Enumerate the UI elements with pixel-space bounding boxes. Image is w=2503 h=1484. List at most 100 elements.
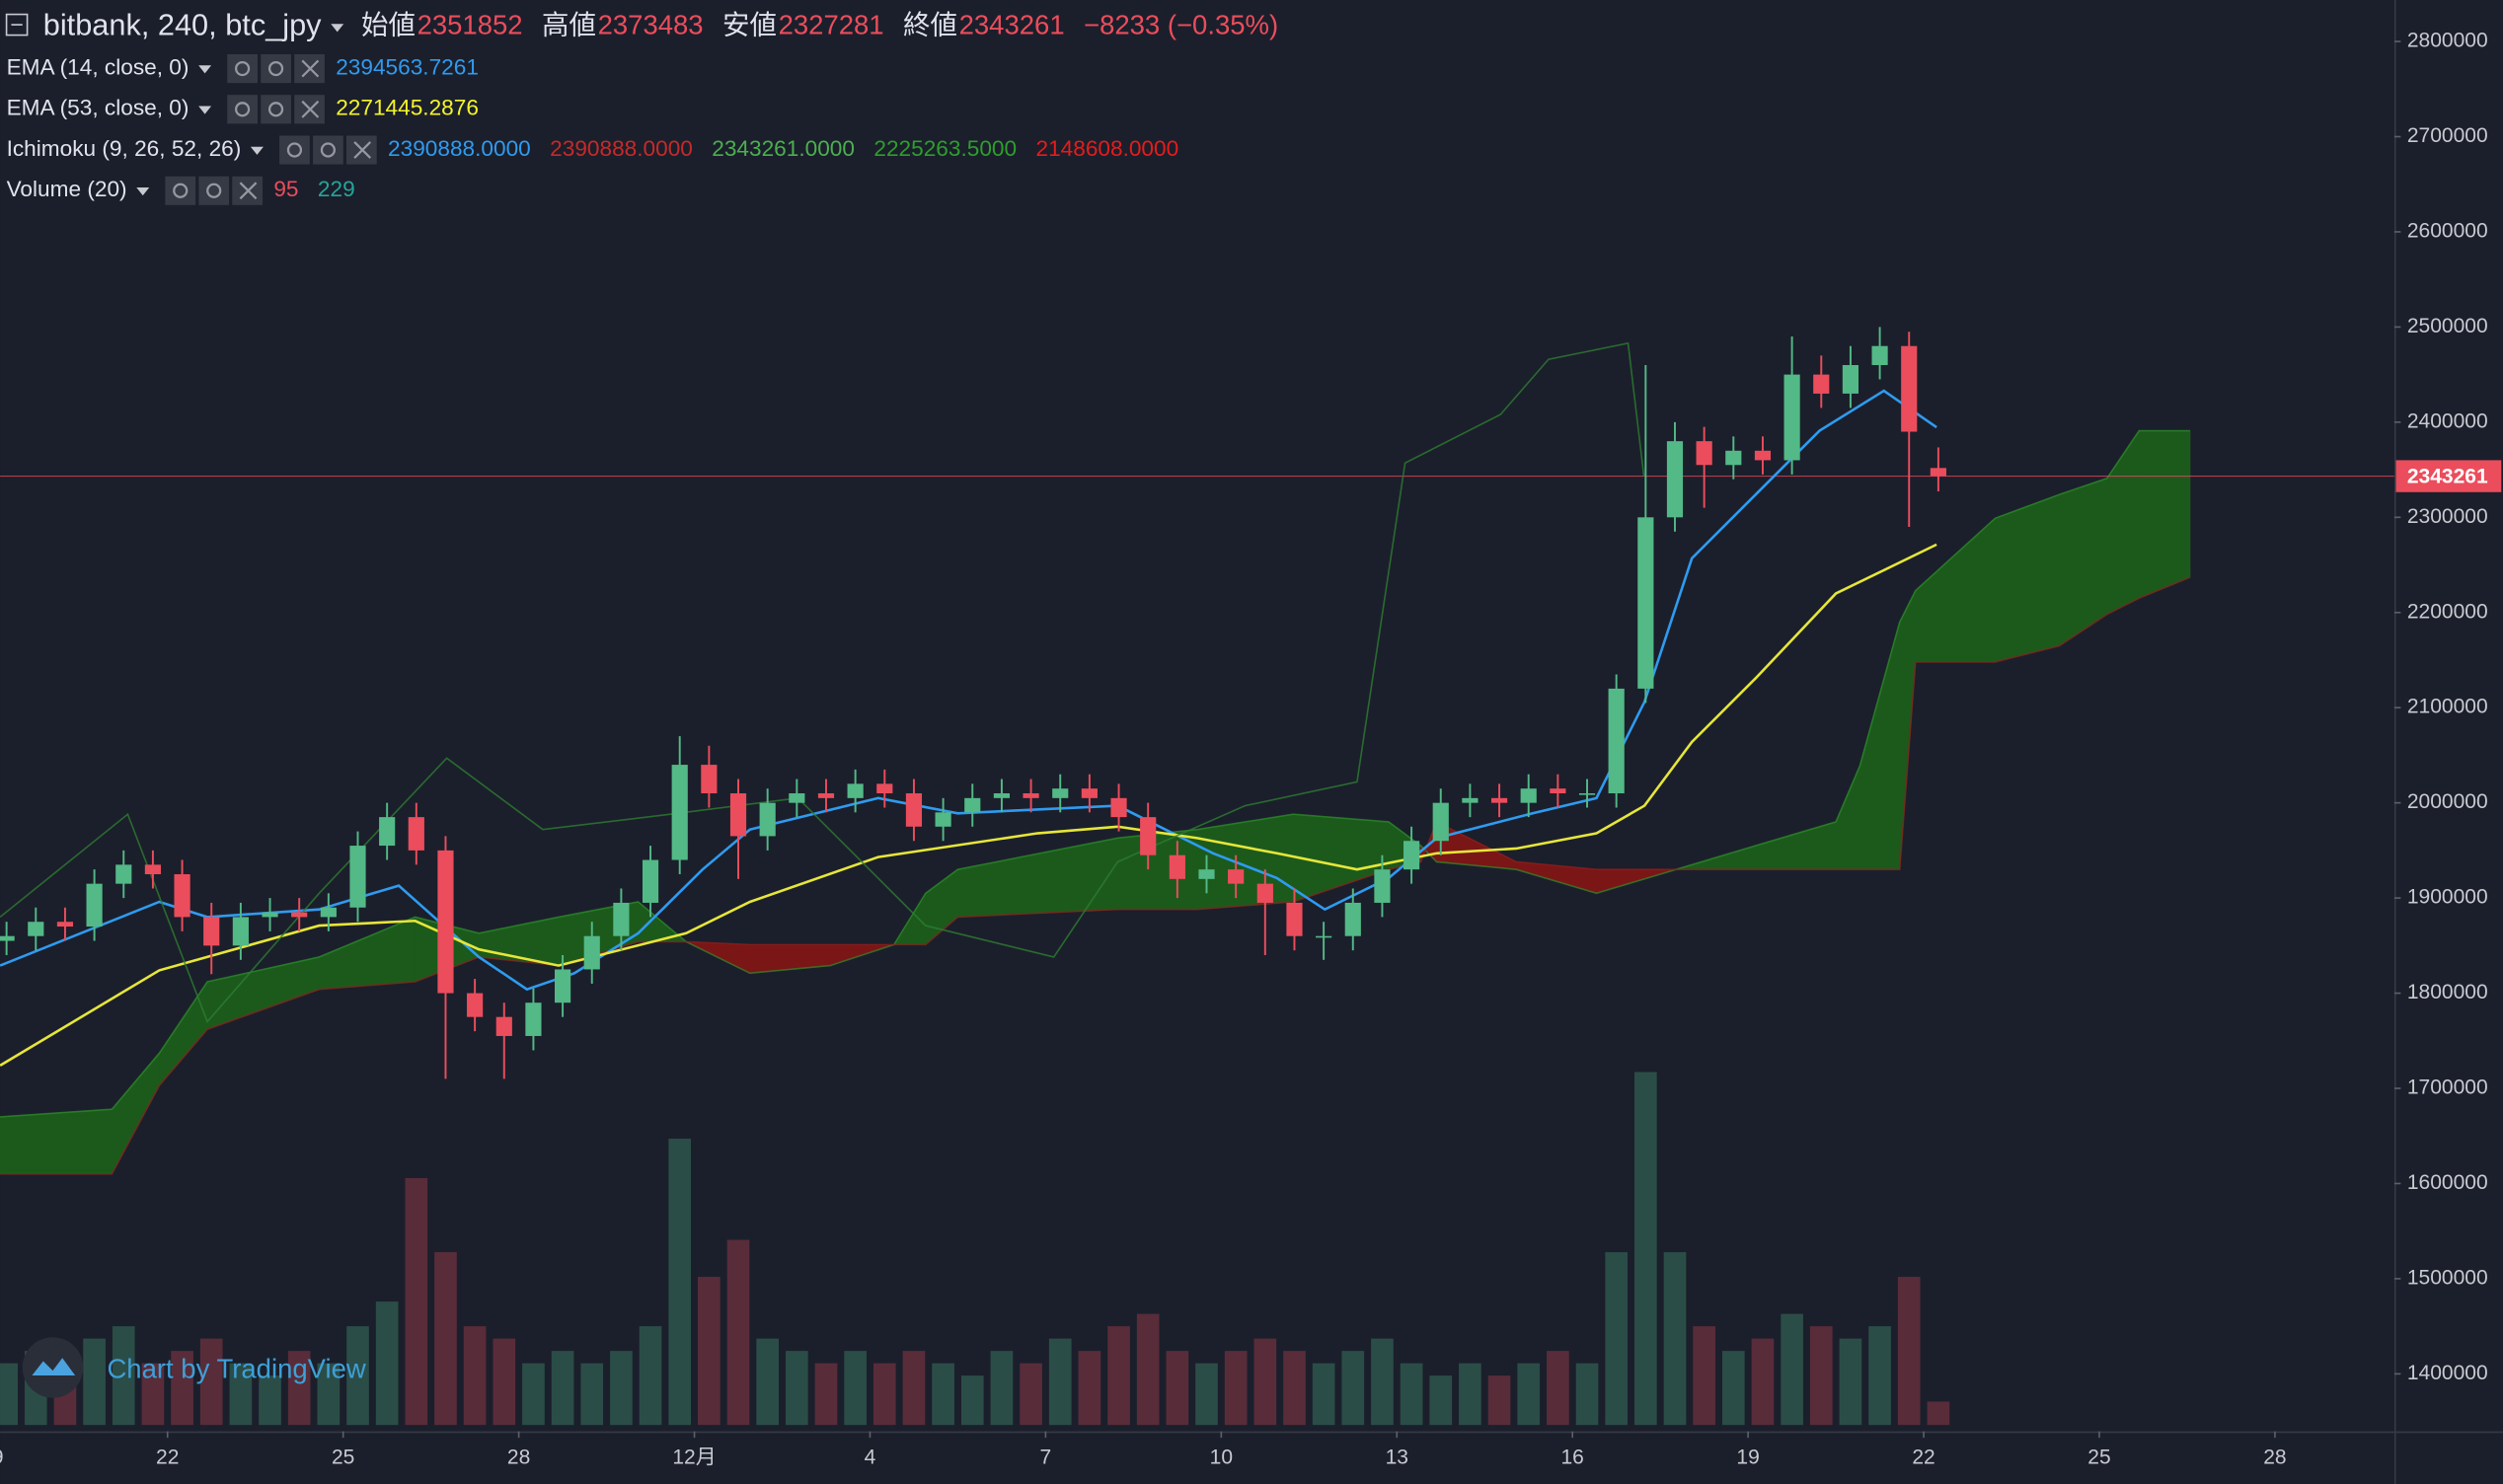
last-price-label: 2343261 xyxy=(2407,466,2488,488)
candle-body xyxy=(1666,441,1684,518)
candle-body xyxy=(993,793,1011,798)
volume-bar xyxy=(1371,1338,1394,1426)
volume-bar xyxy=(786,1351,808,1426)
candle-body xyxy=(437,850,454,994)
x-tick-label: 12月 xyxy=(672,1447,716,1469)
watermark-icon xyxy=(22,1337,84,1398)
dropdown-caret[interactable] xyxy=(250,146,264,155)
volume-bar xyxy=(726,1239,750,1426)
volume-bar xyxy=(405,1178,428,1426)
price-axis xyxy=(2393,0,2503,1484)
volume-bar xyxy=(1078,1351,1101,1426)
candle-body xyxy=(1637,517,1654,689)
x-tick-label: 25 xyxy=(2087,1447,2110,1469)
volume-bar xyxy=(317,1363,341,1426)
volume-bar xyxy=(141,1363,165,1426)
volume-bar xyxy=(1136,1313,1160,1426)
volume-bar xyxy=(932,1363,954,1426)
indicator-button-icon[interactable] xyxy=(301,100,320,118)
volume-bar xyxy=(1839,1338,1862,1426)
indicator-button-icon[interactable] xyxy=(267,60,284,77)
dropdown-caret[interactable] xyxy=(331,24,344,33)
indicator-button[interactable] xyxy=(261,53,291,84)
candle-body xyxy=(1052,788,1069,798)
volume-bar xyxy=(0,1363,18,1426)
indicator-button[interactable] xyxy=(227,95,258,124)
volume-bar xyxy=(112,1326,135,1426)
indicator-button-icon[interactable] xyxy=(286,142,303,158)
candle-body xyxy=(1520,788,1537,803)
dropdown-caret[interactable] xyxy=(136,187,150,196)
volume-bar xyxy=(902,1351,926,1426)
candle-body xyxy=(349,846,366,908)
candle-body xyxy=(495,1016,512,1036)
x-tick-label: 25 xyxy=(332,1447,354,1469)
volume-bar xyxy=(1253,1338,1277,1426)
candle-body xyxy=(1871,345,1888,365)
indicator-button-icon[interactable] xyxy=(234,60,251,77)
indicator-value: 2148608.0000 xyxy=(1035,136,1178,161)
indicator-button[interactable] xyxy=(279,135,310,165)
candle-body xyxy=(115,864,132,884)
indicator-button-icon[interactable] xyxy=(206,183,222,198)
volume-bar xyxy=(756,1338,779,1426)
legend: bitbank, 240, btc_jpy 始値 2351852 高値 2373483 安… xyxy=(5,8,1278,205)
volume-bar xyxy=(1575,1363,1599,1426)
volume-bar xyxy=(1605,1252,1628,1426)
indicator-button-icon[interactable] xyxy=(301,59,320,78)
candle-body xyxy=(905,793,923,827)
candle-body xyxy=(408,817,424,851)
volume-bar xyxy=(668,1139,692,1426)
candle-body xyxy=(291,912,308,918)
collapse-icon[interactable] xyxy=(5,13,29,37)
candle-body xyxy=(0,935,15,941)
candle-body xyxy=(467,993,484,1017)
ohlc-label: 始値 xyxy=(361,10,416,40)
watermark: Chart by TradingView xyxy=(22,1337,366,1398)
volume-bar xyxy=(1224,1351,1248,1426)
volume-bar xyxy=(1721,1351,1745,1426)
candle-body xyxy=(1490,797,1508,803)
volume-bar xyxy=(463,1326,487,1426)
volume-bar xyxy=(551,1351,574,1426)
indicator-button-icon[interactable] xyxy=(353,141,372,159)
candle-body xyxy=(525,1002,542,1036)
indicator-button-icon[interactable] xyxy=(239,182,258,200)
volume-bar xyxy=(1751,1338,1775,1426)
indicator-button-icon[interactable] xyxy=(173,183,189,198)
plot-area xyxy=(0,327,2394,1426)
ohlc-value: 2373483 xyxy=(598,10,704,40)
x-tick-label: 28 xyxy=(2263,1447,2286,1469)
candle-body xyxy=(1462,797,1479,803)
indicator-button[interactable] xyxy=(227,53,258,84)
dropdown-caret[interactable] xyxy=(198,65,212,74)
candle-body xyxy=(1901,345,1918,432)
volume-bar xyxy=(872,1363,896,1426)
volume-bar xyxy=(1927,1401,1950,1426)
dropdown-caret[interactable] xyxy=(198,106,212,114)
last-price-tag xyxy=(2395,460,2502,492)
indicator-button[interactable] xyxy=(313,135,343,165)
volume-bar xyxy=(1312,1363,1335,1426)
ichimoku-cloud xyxy=(1995,493,2061,663)
indicator-value: 2390888.0000 xyxy=(550,136,693,161)
indicator-button[interactable] xyxy=(165,176,196,205)
volume-bar xyxy=(1487,1375,1511,1426)
y-tick-label: 1800000 xyxy=(2407,981,2488,1003)
indicator-button-icon[interactable] xyxy=(267,102,284,117)
y-tick-label: 1500000 xyxy=(2407,1266,2488,1289)
y-tick-label: 2400000 xyxy=(2407,409,2488,432)
indicator-button-icon[interactable] xyxy=(320,142,337,158)
candle-body xyxy=(935,812,951,827)
candle-body xyxy=(1725,450,1742,466)
candle-body xyxy=(613,902,630,936)
indicator-button-icon[interactable] xyxy=(234,102,251,117)
candle-body xyxy=(1110,797,1127,818)
candle-body xyxy=(847,783,864,798)
indicator-button[interactable] xyxy=(261,95,291,124)
volume-bar xyxy=(199,1338,223,1426)
volume-bar xyxy=(990,1351,1014,1426)
y-tick-label: 2300000 xyxy=(2407,505,2488,528)
candle-body xyxy=(86,883,103,928)
indicator-button[interactable] xyxy=(198,176,230,205)
